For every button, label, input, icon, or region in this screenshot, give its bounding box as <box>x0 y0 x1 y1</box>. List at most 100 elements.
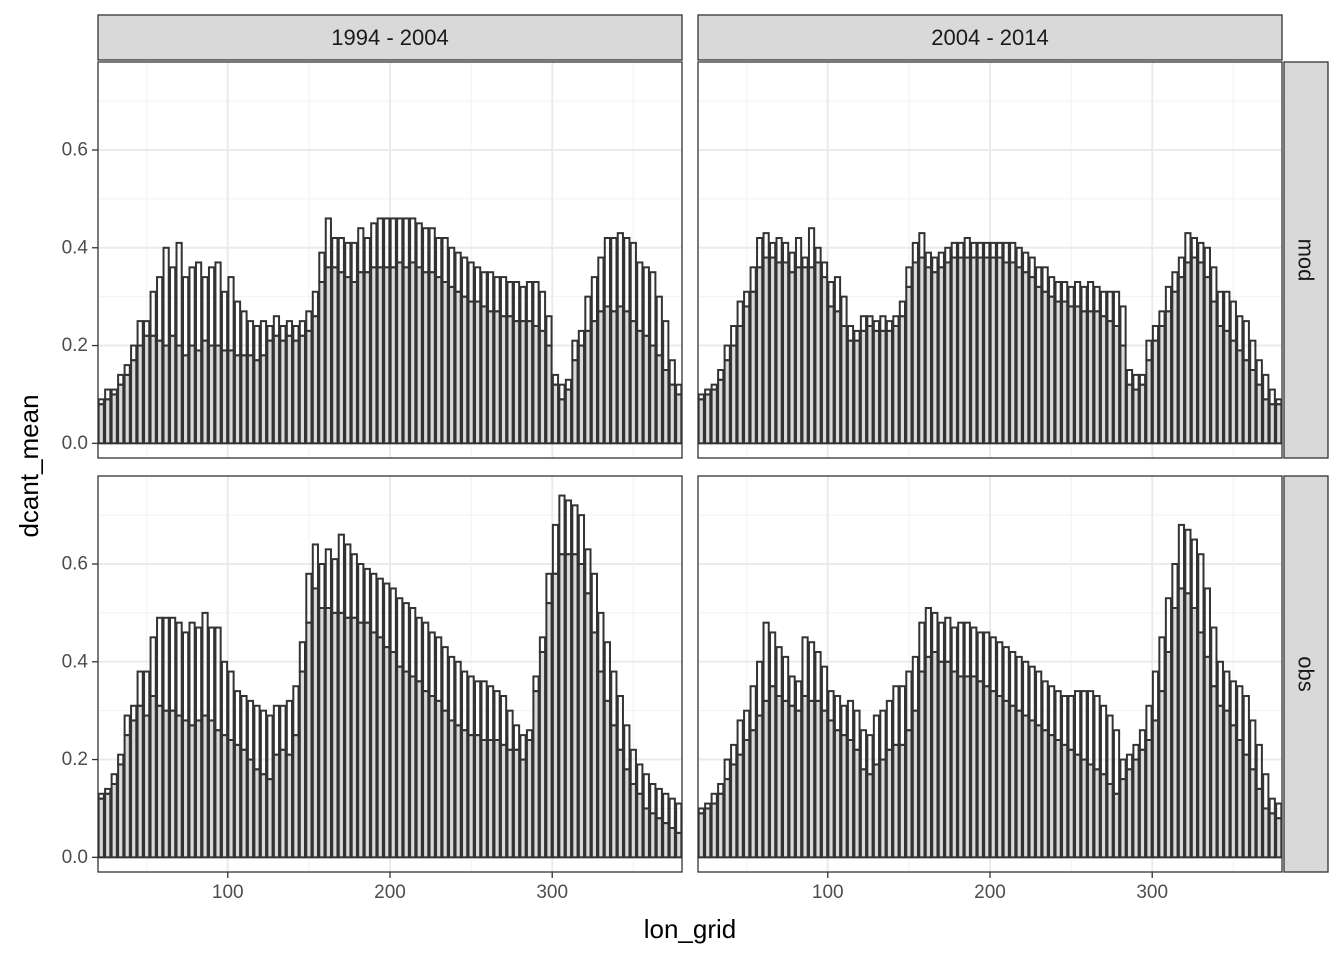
bar-range <box>1177 523 1186 590</box>
bar <box>697 812 705 859</box>
bar-range <box>292 685 300 737</box>
bar <box>422 690 430 859</box>
bar <box>467 300 475 445</box>
bar-range <box>396 217 404 264</box>
bar-range <box>885 320 894 332</box>
bar-range <box>130 704 138 722</box>
bar-range <box>1022 251 1030 274</box>
bar <box>756 714 764 859</box>
bar <box>662 369 670 445</box>
bar <box>454 290 462 445</box>
y-tick-label: 0.0 <box>62 847 88 868</box>
bar-range <box>1093 285 1101 313</box>
bar-range <box>370 222 378 269</box>
bar <box>194 349 203 445</box>
bar <box>1171 290 1179 445</box>
bar-range <box>1262 373 1270 401</box>
bar-range <box>428 227 436 274</box>
bar-range <box>480 680 488 741</box>
bar <box>246 758 255 859</box>
bar <box>266 339 274 445</box>
bar-range <box>704 388 712 396</box>
bar <box>807 699 816 859</box>
bar <box>1197 631 1205 859</box>
bar <box>156 704 164 859</box>
bar <box>730 763 738 859</box>
bar <box>499 743 508 859</box>
bar <box>866 325 874 445</box>
bar <box>801 266 809 445</box>
bar <box>840 325 848 445</box>
bar-range <box>577 514 586 565</box>
bar-range <box>603 237 611 308</box>
bar <box>474 734 482 859</box>
bar <box>370 266 378 445</box>
bar-range <box>794 680 803 712</box>
x-tick-label: 300 <box>1136 882 1168 903</box>
bar-range <box>668 359 676 386</box>
bar-range <box>1086 281 1095 313</box>
bar <box>918 256 926 445</box>
bar-range <box>493 690 501 741</box>
bar <box>1275 817 1283 859</box>
bar-range <box>1041 680 1049 732</box>
bar <box>629 783 637 859</box>
bar-range <box>918 232 926 259</box>
bar <box>989 690 997 859</box>
bar-range <box>512 724 521 751</box>
bar <box>506 748 514 859</box>
bar-range <box>1203 246 1211 279</box>
bar-range <box>558 494 566 556</box>
bar-range <box>266 714 274 781</box>
bar-range <box>1210 626 1218 688</box>
bar <box>1093 768 1101 859</box>
bar-range <box>603 641 611 702</box>
bar-range <box>1074 281 1082 308</box>
bar <box>885 748 894 859</box>
bar-range <box>950 241 958 259</box>
bar <box>188 724 196 859</box>
bar-range <box>136 670 144 707</box>
bar-range <box>1268 388 1276 406</box>
bar-range <box>879 315 887 332</box>
bar <box>749 729 757 859</box>
column-strip-2-label: 2004 - 2014 <box>931 25 1048 50</box>
bar <box>762 256 770 445</box>
bar-range <box>1158 636 1166 693</box>
bar-range <box>227 276 235 352</box>
bar-range <box>1158 310 1166 328</box>
bar <box>182 719 190 859</box>
bar-range <box>996 241 1004 259</box>
bar <box>1048 295 1056 445</box>
bar-range <box>957 621 965 678</box>
bar-range <box>571 339 579 362</box>
bar-range <box>898 300 906 318</box>
column-strip-1-label: 1994 - 2004 <box>331 25 448 50</box>
bar <box>110 393 118 445</box>
bar-range <box>389 217 397 269</box>
bar-range <box>454 660 462 727</box>
bar-range <box>214 261 222 347</box>
bar <box>1061 300 1069 445</box>
bar-range <box>551 523 560 575</box>
bar <box>1151 339 1160 445</box>
bar-range <box>629 748 637 785</box>
bar-range <box>846 325 855 342</box>
bar <box>642 334 650 445</box>
bar <box>571 553 579 859</box>
bar <box>422 271 430 445</box>
bar-range <box>240 310 248 357</box>
bar <box>519 758 527 859</box>
bar <box>996 695 1004 859</box>
bar-range <box>944 246 952 264</box>
bar <box>1009 261 1017 445</box>
bar <box>616 305 624 445</box>
bar-range <box>1015 655 1023 712</box>
bar-range <box>1061 695 1069 746</box>
bar-range <box>409 607 417 678</box>
bar <box>571 359 579 445</box>
bar <box>833 310 842 445</box>
bar <box>898 315 906 445</box>
panel-obs-2 <box>697 475 1283 873</box>
bar-range <box>422 227 430 274</box>
